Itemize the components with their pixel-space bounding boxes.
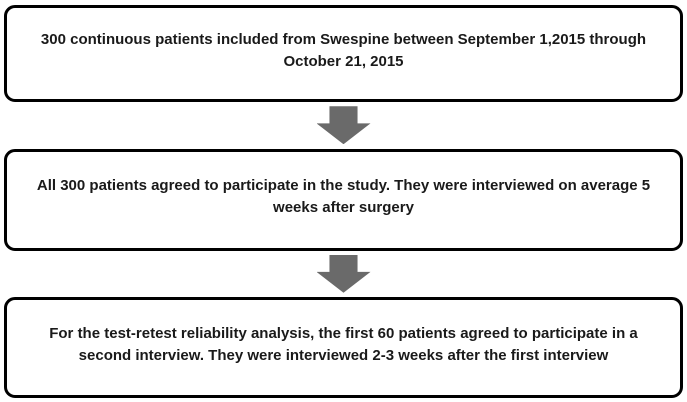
connector-participation-to-test-retest [316, 251, 371, 298]
flow-box-inclusion-text: 300 continuous patients included from Sw… [40, 30, 647, 70]
down-arrow-icon [316, 254, 371, 293]
flow-box-inclusion: 300 continuous patients included from Sw… [4, 5, 683, 102]
connector-inclusion-to-participation [316, 102, 371, 149]
flow-box-participation: All 300 patients agreed to participate i… [4, 148, 683, 251]
flow-box-test-retest-text: For the test-retest reliability analysis… [49, 324, 638, 364]
flow-box-participation-text: All 300 patients agreed to participate i… [36, 176, 651, 216]
down-arrow-icon [316, 106, 371, 145]
flow-box-test-retest: For the test-retest reliability analysis… [4, 297, 683, 398]
